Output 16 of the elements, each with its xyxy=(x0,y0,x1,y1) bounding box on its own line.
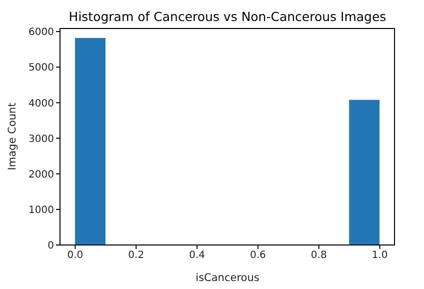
y-tick-label: 0 xyxy=(48,240,54,252)
x-tick-label: 0.6 xyxy=(250,250,266,262)
x-tick-label: 0.8 xyxy=(310,250,327,262)
chart-title: Histogram of Cancerous vs Non-Cancerous Images xyxy=(68,9,388,24)
y-tick-label: 6000 xyxy=(28,27,54,38)
x-axis-title: isCancerous xyxy=(196,272,260,284)
y-tick-label: 3000 xyxy=(28,134,54,145)
y-tick-label: 2000 xyxy=(28,169,54,180)
y-tick-label: 1000 xyxy=(28,204,54,216)
y-tick-label: 4000 xyxy=(28,98,54,110)
y-axis-title: Image Count xyxy=(6,102,19,170)
x-tick-label: 0.2 xyxy=(128,250,144,262)
x-tick-label: 0.0 xyxy=(67,250,84,262)
x-tick-label: 0.4 xyxy=(189,250,205,262)
x-tick-label: 1.0 xyxy=(372,250,388,262)
y-tick-label: 5000 xyxy=(28,62,54,74)
